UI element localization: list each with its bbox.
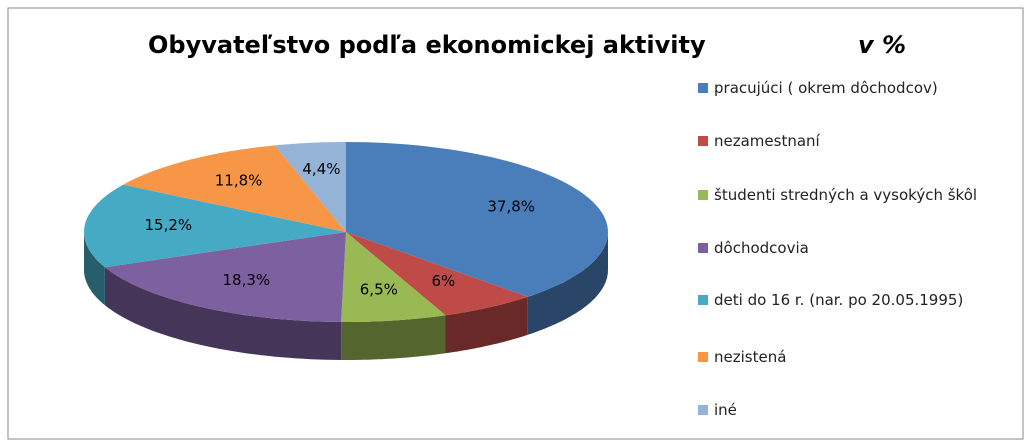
legend-label: pracujúci ( okrem dôchodcov) [714,79,938,97]
legend-item: iné [698,400,1018,420]
data-label: 18,3% [222,271,270,289]
slice [346,232,528,316]
legend-item: pracujúci ( okrem dôchodcov) [698,78,1018,98]
data-label: 11,8% [215,172,263,190]
data-label: 4,4% [302,160,340,178]
chart-subtitle: v % [858,31,906,59]
slice [274,142,346,232]
legend-item: študenti stredných a vysokých škôl [698,185,1018,205]
legend-label: nezamestnaní [714,132,820,150]
legend-swatch [698,190,708,200]
data-label: 37,8% [487,198,535,216]
legend-swatch [698,136,708,146]
slice [123,145,346,232]
slice-side [527,232,608,335]
legend-swatch [698,243,708,253]
slice-side [341,315,446,360]
legend-swatch [698,352,708,362]
legend-item: nezistená [698,347,1018,367]
slice [84,184,346,268]
legend-label: dôchodcovia [714,239,809,257]
slice-side [84,232,105,306]
legend-label: nezistená [714,348,787,366]
data-label: 6,5% [360,281,398,299]
legend-swatch [698,83,708,93]
legend-item: nezamestnaní [698,131,1018,151]
legend-label: študenti stredných a vysokých škôl [714,186,978,204]
legend-label: deti do 16 r. (nar. po 20.05.1995) [714,291,964,309]
slice [104,232,347,322]
slice-side [104,267,342,360]
slice-side [445,296,528,354]
slice [346,142,608,297]
legend-item: dôchodcovia [698,238,1018,258]
legend-swatch [698,295,708,305]
chart-title: Obyvateľstvo podľa ekonomickej aktivity [148,31,706,59]
data-label: 6% [431,272,455,290]
slice [341,232,446,322]
legend-label: iné [714,401,737,419]
data-label: 15,2% [145,216,193,234]
legend-swatch [698,405,708,415]
legend-item: deti do 16 r. (nar. po 20.05.1995) [698,290,1018,310]
